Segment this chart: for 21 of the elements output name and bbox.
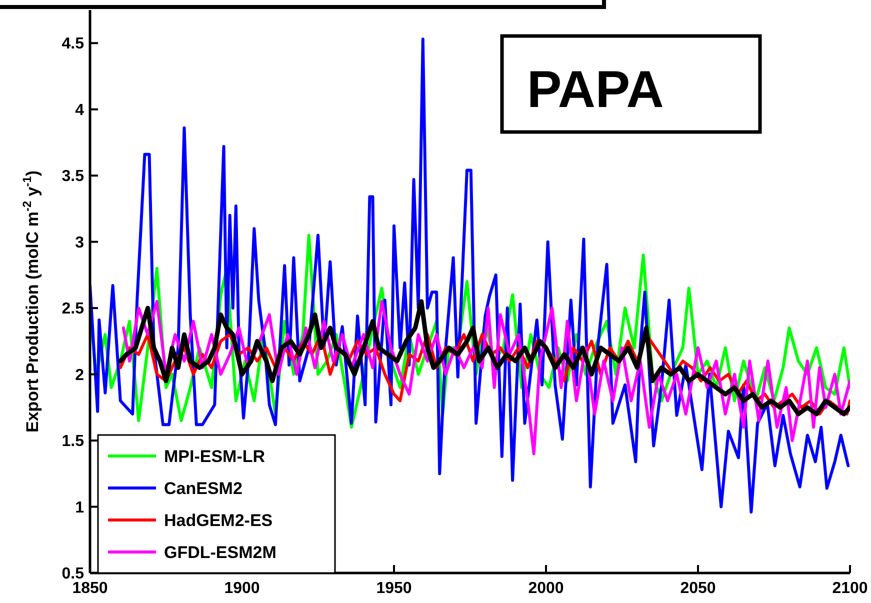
text: PAPA xyxy=(527,61,664,119)
y-tick-label: 4.5 xyxy=(62,36,84,53)
y-tick-label: 3.5 xyxy=(62,168,84,186)
y-tick-label: 2 xyxy=(75,366,84,384)
x-tick-label: 2050 xyxy=(680,580,716,597)
x-tick-label: 1850 xyxy=(72,580,108,597)
x-tick-label: 2000 xyxy=(528,580,564,597)
y-tick-label: 0.5 xyxy=(62,566,84,583)
y-tick-label: 1 xyxy=(75,499,84,516)
y-tick-label: 3 xyxy=(75,234,84,252)
legend-label: HadGEM2-ES xyxy=(164,510,273,530)
legend-label: CanESM2 xyxy=(164,478,242,498)
legend-label: MPI-ESM-LR xyxy=(164,446,266,466)
y-tick-label: 2.5 xyxy=(62,300,84,318)
legend-label: GFDL-ESM2M xyxy=(164,542,276,562)
line-series xyxy=(118,299,850,416)
x-tick-label: 1950 xyxy=(376,580,412,597)
x-tick-label: 2100 xyxy=(832,580,868,597)
x-tick-label: 1900 xyxy=(224,580,260,597)
y-tick-label: 4 xyxy=(75,102,84,119)
y-tick-label: 1.5 xyxy=(62,433,84,450)
